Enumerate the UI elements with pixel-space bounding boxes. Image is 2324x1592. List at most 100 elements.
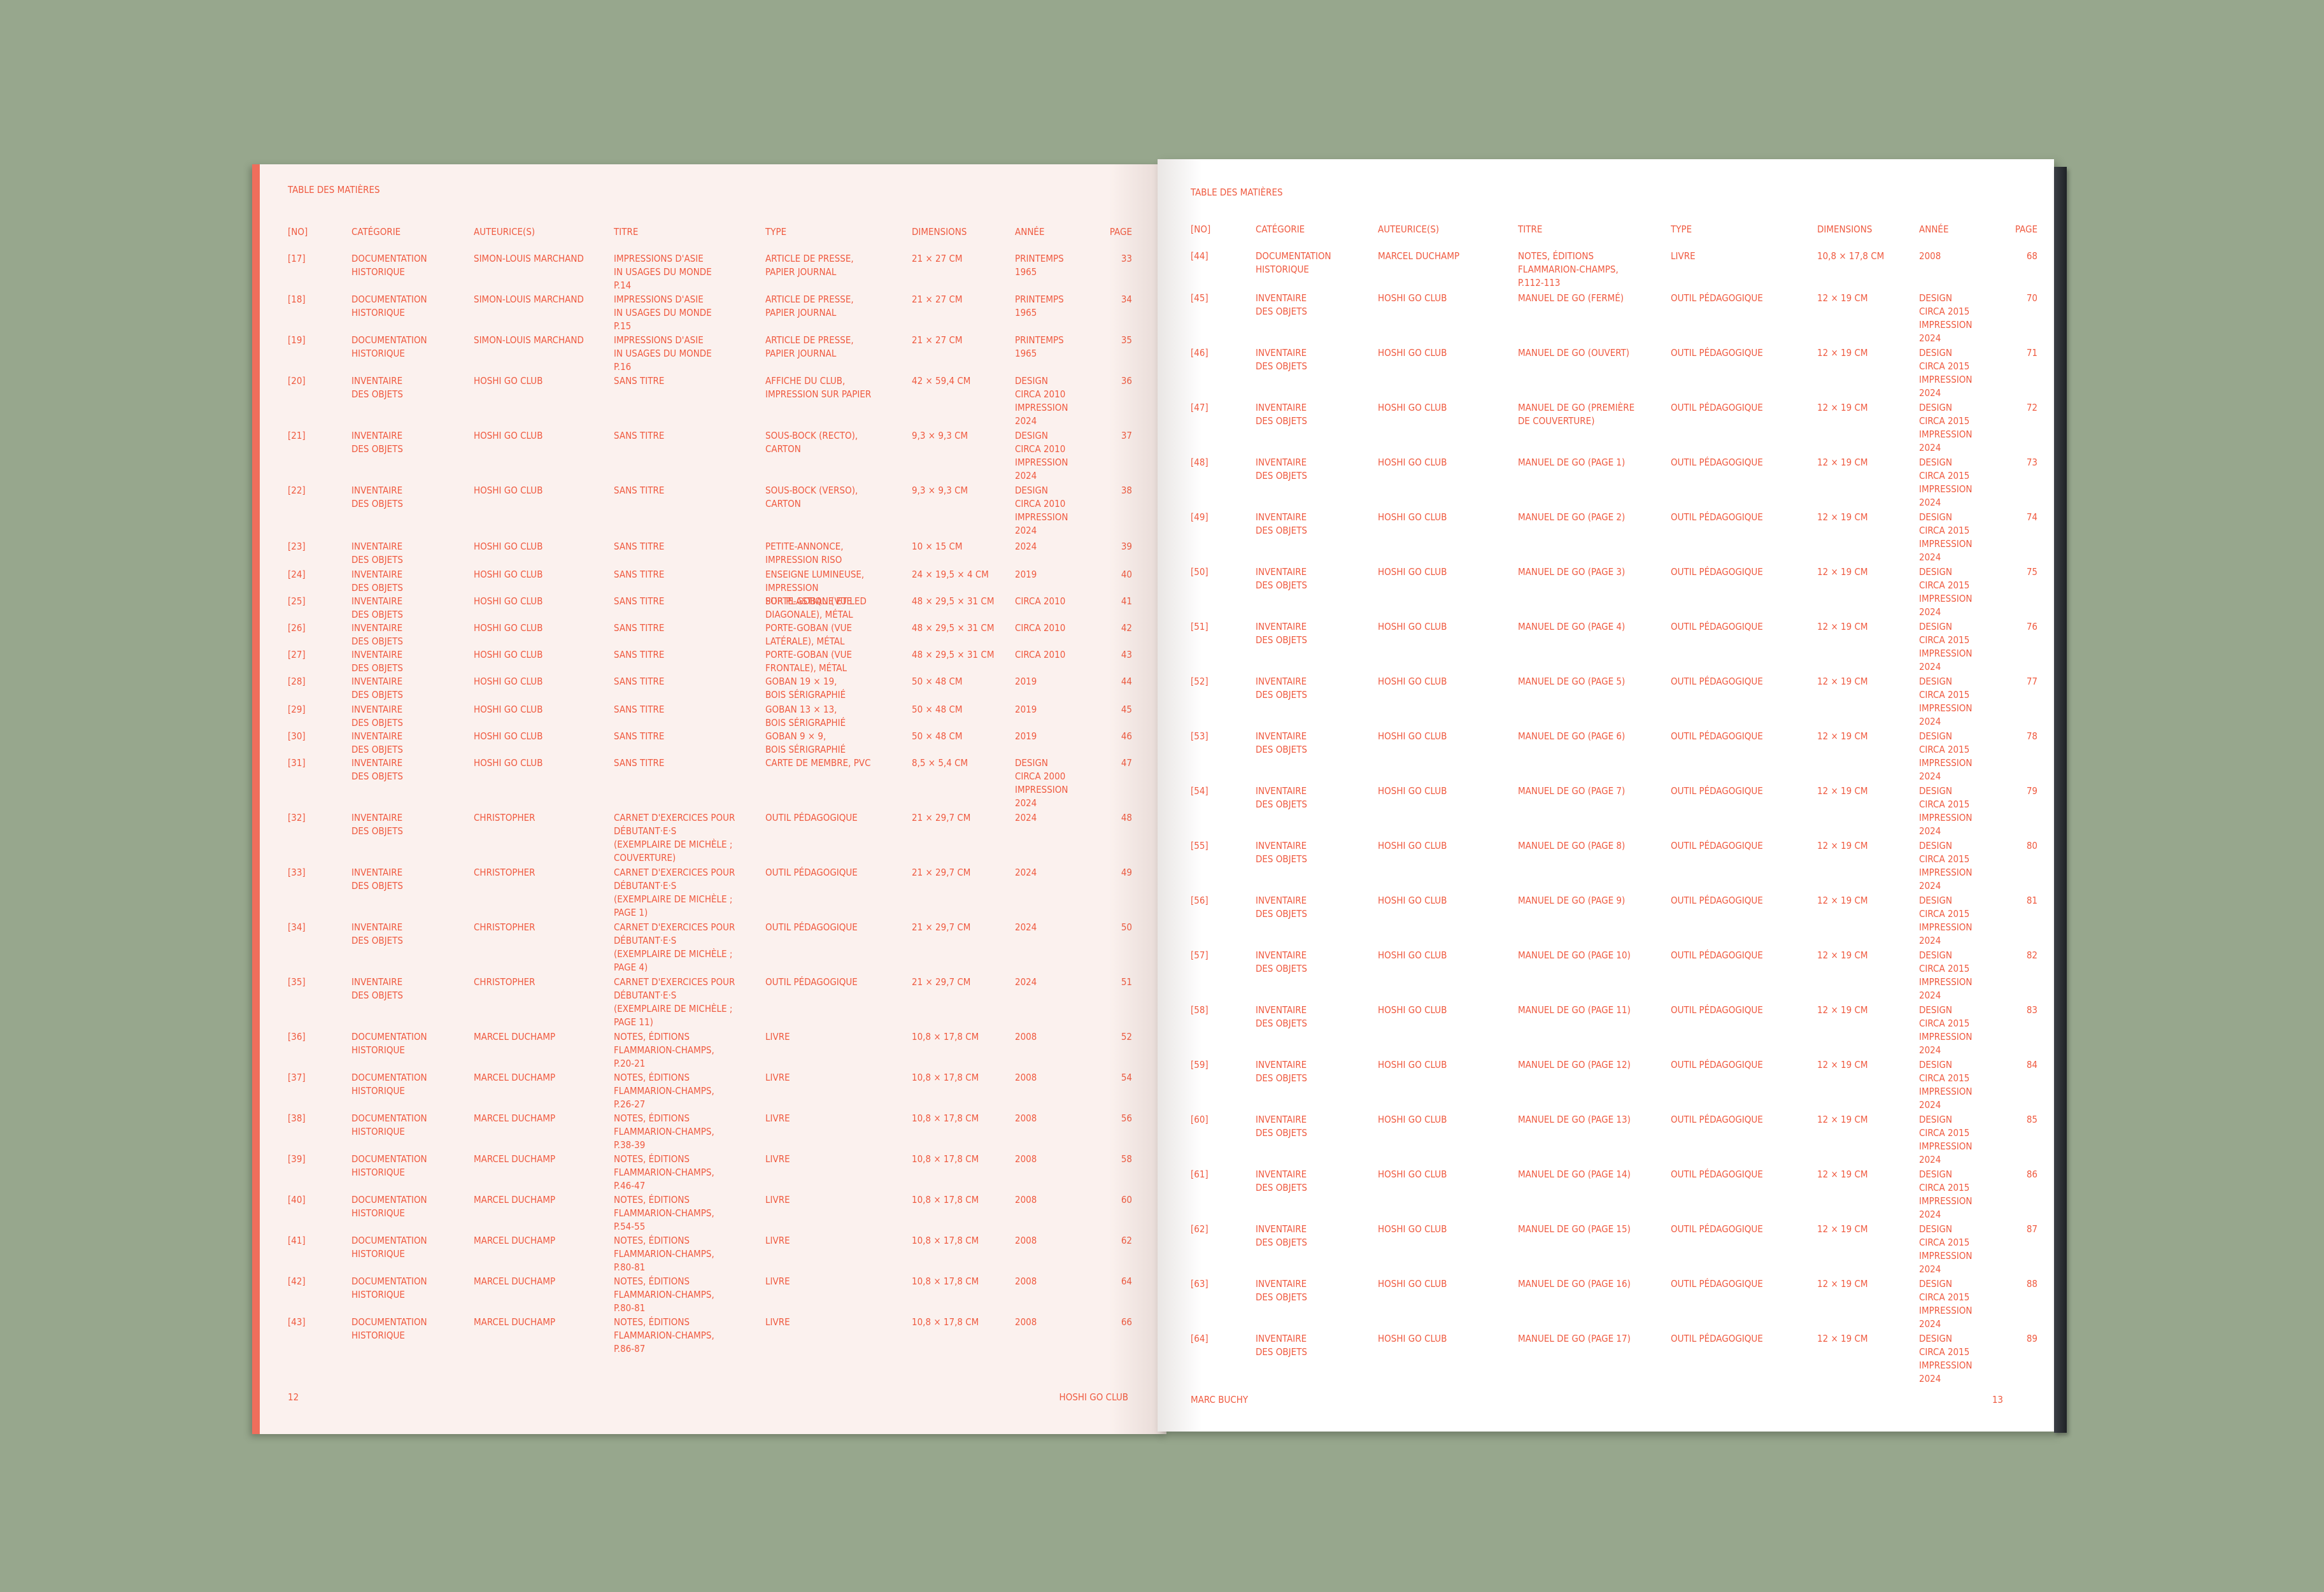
table-cell: [29] xyxy=(288,704,306,715)
table-cell: MANUEL DE GO (PAGE 12) xyxy=(1518,1059,1631,1070)
table-cell: 48 × 29,5 × 31 CM xyxy=(912,595,995,607)
column-header: DIMENSIONS xyxy=(912,226,967,238)
table-cell: 12 × 19 CM xyxy=(1817,949,1868,961)
right-page: TABLE DES MATIÈRES MARC BUCHY 13 [No] CAT… xyxy=(1158,159,2054,1432)
table-cell: OUTIL PÉDAGOGIQUE xyxy=(1671,676,1763,687)
column-header: TITRE xyxy=(1518,224,1543,235)
table-cell: 60 xyxy=(1121,1194,1132,1205)
table-cell: 62 xyxy=(1121,1235,1132,1246)
column-header: CATÉGORIE xyxy=(1256,224,1305,235)
table-cell: [26] xyxy=(288,622,306,634)
table-cell: DESIGN CIRCA 2015 IMPRESSION 2024 xyxy=(1919,1223,1973,1275)
table-cell: DOCUMENTATION HISTORIQUE xyxy=(351,1112,427,1137)
table-cell: OUTIL PÉDAGOGIQUE xyxy=(765,812,858,823)
table-cell: ARTICLE DE PRESSE, PAPIER JOURNAL xyxy=(765,334,854,359)
table-cell: IMPRESSIONS D'ASIE IN USAGES DU MONDE P.… xyxy=(614,253,712,291)
table-cell: HOSHI GO CLUB xyxy=(474,730,543,742)
left-page-number: 12 xyxy=(288,1391,299,1403)
table-cell: [56] xyxy=(1191,895,1208,906)
table-cell: CARNET D'EXERCICES POUR DÉBUTANT·E·S (EX… xyxy=(614,812,735,864)
table-cell: DESIGN CIRCA 2015 IMPRESSION 2024 xyxy=(1919,347,1973,399)
table-cell: INVENTAIRE DES OBJETS xyxy=(1256,895,1307,920)
table-cell: [30] xyxy=(288,730,306,742)
table-cell: HOSHI GO CLUB xyxy=(474,375,543,387)
table-cell: OUTIL PÉDAGOGIQUE xyxy=(1671,1278,1763,1290)
table-cell: 12 × 19 CM xyxy=(1817,292,1868,304)
table-cell: SANS TITRE xyxy=(614,704,665,715)
table-cell: 10,8 × 17,8 CM xyxy=(912,1235,979,1246)
table-cell: 40 xyxy=(1121,569,1132,580)
column-header: TYPE xyxy=(1671,224,1692,235)
table-cell: MANUEL DE GO (PAGE 11) xyxy=(1518,1004,1631,1016)
table-cell: INVENTAIRE DES OBJETS xyxy=(1256,676,1307,700)
table-cell: NOTES, ÉDITIONS FLAMMARION-CHAMPS, P.26-… xyxy=(614,1072,714,1110)
table-cell: 78 xyxy=(2026,730,2037,742)
table-cell: INVENTAIRE DES OBJETS xyxy=(1256,1278,1307,1303)
table-cell: 51 xyxy=(1121,976,1132,988)
table-cell: 2024 xyxy=(1015,921,1037,933)
table-cell: CARNET D'EXERCICES POUR DÉBUTANT·E·S (EX… xyxy=(614,867,735,918)
table-cell: 2008 xyxy=(1015,1153,1037,1165)
table-cell: 12 × 19 CM xyxy=(1817,1223,1868,1235)
table-cell: HOSHI GO CLUB xyxy=(474,757,543,769)
table-cell: SIMON-LOUIS MARCHAND xyxy=(474,253,584,264)
table-cell: INVENTAIRE DES OBJETS xyxy=(1256,457,1307,481)
table-cell: GOBAN 13 × 13, BOIS SÉRIGRAPHIÉ xyxy=(765,704,846,728)
table-cell: 76 xyxy=(2026,621,2037,632)
table-cell: 2008 xyxy=(1919,250,1941,262)
table-cell: OUTIL PÉDAGOGIQUE xyxy=(1671,621,1763,632)
table-cell: MARCEL DUCHAMP xyxy=(474,1112,556,1124)
table-cell: GOBAN 9 × 9, BOIS SÉRIGRAPHIÉ xyxy=(765,730,846,755)
table-cell: MANUEL DE GO (PAGE 6) xyxy=(1518,730,1626,742)
table-cell: 88 xyxy=(2026,1278,2037,1290)
table-cell: OUTIL PÉDAGOGIQUE xyxy=(1671,785,1763,797)
table-cell: 2019 xyxy=(1015,569,1037,580)
table-cell: 2019 xyxy=(1015,730,1037,742)
table-cell: MANUEL DE GO (PREMIÈRE DE COUVERTURE) xyxy=(1518,402,1635,427)
table-cell: SANS TITRE xyxy=(614,649,665,660)
table-cell: SOUS-BOCK (RECTO), CARTON xyxy=(765,430,858,455)
table-cell: INVENTAIRE DES OBJETS xyxy=(351,430,403,455)
table-cell: HOSHI GO CLUB xyxy=(1378,676,1447,687)
table-cell: MARCEL DUCHAMP xyxy=(474,1316,556,1328)
table-cell: LIVRE xyxy=(765,1112,790,1124)
table-cell: PORTE-GOBAN (VUE FRONTALE), MÉTAL xyxy=(765,649,853,674)
table-cell: GOBAN 19 × 19, BOIS SÉRIGRAPHIÉ xyxy=(765,676,846,700)
table-cell: CHRISTOPHER xyxy=(474,921,535,933)
table-cell: INVENTAIRE DES OBJETS xyxy=(1256,785,1307,810)
table-cell: 21 × 29,7 CM xyxy=(912,921,971,933)
table-cell: [34] xyxy=(288,921,306,933)
table-cell: 2008 xyxy=(1015,1276,1037,1287)
table-cell: INVENTAIRE DES OBJETS xyxy=(351,921,403,946)
table-cell: 12 × 19 CM xyxy=(1817,402,1868,413)
table-cell: 21 × 27 CM xyxy=(912,294,963,305)
table-cell: HOSHI GO CLUB xyxy=(1378,1223,1447,1235)
table-cell: DOCUMENTATION HISTORIQUE xyxy=(351,334,427,359)
table-cell: 45 xyxy=(1121,704,1132,715)
table-cell: [48] xyxy=(1191,457,1208,468)
table-cell: HOSHI GO CLUB xyxy=(1378,511,1447,523)
table-cell: [27] xyxy=(288,649,306,660)
table-cell: 2019 xyxy=(1015,704,1037,715)
table-cell: DESIGN CIRCA 2015 IMPRESSION 2024 xyxy=(1919,676,1973,727)
table-cell: 87 xyxy=(2026,1223,2037,1235)
table-cell: INVENTAIRE DES OBJETS xyxy=(1256,511,1307,536)
table-cell: 70 xyxy=(2026,292,2037,304)
column-header: ANNÉE xyxy=(1919,224,1949,235)
right-running-title: MARC BUCHY xyxy=(1191,1394,1249,1405)
table-cell: DESIGN CIRCA 2015 IMPRESSION 2024 xyxy=(1919,621,1973,672)
table-cell: PORTE-GOBAN (VUE DIAGONALE), MÉTAL xyxy=(765,595,853,620)
table-cell: INVENTAIRE DES OBJETS xyxy=(351,622,403,647)
table-cell: MANUEL DE GO (PAGE 10) xyxy=(1518,949,1631,961)
table-cell: MANUEL DE GO (PAGE 14) xyxy=(1518,1169,1631,1180)
table-cell: MARCEL DUCHAMP xyxy=(474,1276,556,1287)
table-cell: HOSHI GO CLUB xyxy=(474,541,543,552)
table-cell: 2008 xyxy=(1015,1072,1037,1083)
table-cell: 81 xyxy=(2026,895,2037,906)
table-cell: INVENTAIRE DES OBJETS xyxy=(351,812,403,837)
table-cell: 12 × 19 CM xyxy=(1817,840,1868,851)
table-cell: HOSHI GO CLUB xyxy=(1378,402,1447,413)
table-cell: 12 × 19 CM xyxy=(1817,621,1868,632)
table-cell: DESIGN CIRCA 2015 IMPRESSION 2024 xyxy=(1919,1004,1973,1056)
table-cell: [18] xyxy=(288,294,306,305)
